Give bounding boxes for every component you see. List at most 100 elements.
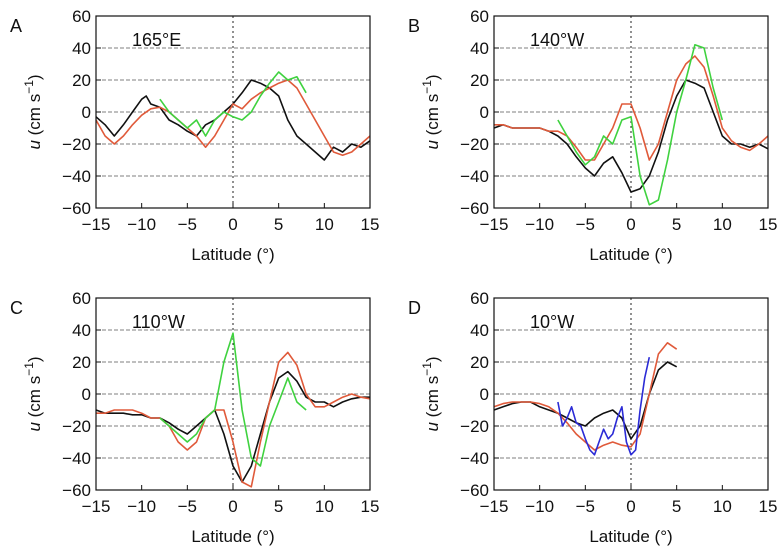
y-tick-label: 40 [470, 39, 489, 58]
panel-letter: C [10, 298, 23, 318]
series-line-2 [95, 79, 371, 156]
y-tick-label: 0 [480, 103, 489, 122]
series-line-3 [159, 71, 307, 137]
x-tick-label: −10 [127, 497, 156, 516]
y-tick-label: 40 [72, 39, 91, 58]
x-tick-label: 5 [672, 215, 681, 234]
y-axis-label-exponent: −1 [22, 362, 36, 376]
x-axis-label: Latitude (°) [589, 245, 672, 264]
x-tick-label: −5 [178, 215, 197, 234]
panel-a: −60 −40 −20 0 20 40 60 −15 −10 −5 0 5 10 15 Latitude (… [10, 7, 379, 264]
y-tick-label: 0 [82, 385, 91, 404]
x-tick-label: −15 [480, 215, 509, 234]
x-tick-label: −10 [127, 215, 156, 234]
x-tick-label: 15 [759, 215, 778, 234]
x-tick-label: 15 [361, 497, 380, 516]
y-axis-label-symbol: u [25, 422, 44, 432]
y-tick-label: 0 [82, 103, 91, 122]
y-tick-label: −20 [460, 135, 489, 154]
series-line-3 [557, 44, 724, 206]
y-axis-label-close: ) [25, 356, 44, 362]
series-line-3 [557, 357, 651, 456]
x-tick-label: 0 [626, 215, 635, 234]
station-label: 140°W [530, 30, 584, 50]
y-axis-label-symbol: u [25, 140, 44, 150]
y-tick-label: −40 [62, 167, 91, 186]
y-axis-label-exponent: −1 [22, 80, 36, 94]
panel-d: −60 −40 −20 0 20 40 60 −15 −10 −5 0 5 10 15 Latitude (… [408, 289, 777, 546]
y-axis-label-exponent: −1 [420, 362, 434, 376]
y-axis-label-units: (cm s [423, 94, 442, 140]
panel-c: −60 −40 −20 0 20 40 60 −15 −10 −5 0 5 10 15 Latitude (… [10, 289, 379, 546]
y-axis-label-symbol: u [423, 422, 442, 432]
x-axis-label: Latitude (°) [589, 527, 672, 546]
y-tick-label: 60 [470, 7, 489, 26]
y-axis-label-units: (cm s [423, 376, 442, 422]
series-line-2 [96, 351, 371, 488]
y-tick-label: 20 [72, 71, 91, 90]
x-tick-label: −10 [525, 215, 554, 234]
panel-letter: A [10, 16, 22, 36]
x-tick-label: 10 [713, 215, 732, 234]
y-tick-label: −40 [62, 449, 91, 468]
x-tick-label: 5 [274, 215, 283, 234]
x-tick-label: 10 [713, 497, 732, 516]
y-tick-label: −20 [460, 417, 489, 436]
y-axis-label-units: (cm s [25, 94, 44, 140]
x-tick-label: −15 [82, 215, 111, 234]
y-tick-label: 40 [470, 321, 489, 340]
x-tick-label: 15 [361, 215, 380, 234]
y-tick-label: −40 [460, 449, 489, 468]
y-tick-label: 40 [72, 321, 91, 340]
y-tick-label: −60 [460, 199, 489, 218]
x-tick-label: −15 [480, 497, 509, 516]
series-line-1 [95, 370, 370, 483]
panel-b: −60 −40 −20 0 20 40 60 −15 −10 −5 0 5 10 15 Latitude (… [408, 7, 777, 264]
x-tick-label: 15 [759, 497, 778, 516]
series-line-1 [95, 79, 371, 161]
x-tick-label: 10 [315, 215, 334, 234]
x-tick-label: 0 [228, 497, 237, 516]
x-axis-label: Latitude (°) [191, 527, 274, 546]
x-tick-label: −5 [576, 497, 595, 516]
series-line-3 [159, 332, 307, 467]
station-label: 165°E [132, 30, 181, 50]
y-tick-label: −60 [62, 199, 91, 218]
y-tick-label: 20 [72, 353, 91, 372]
panel-letter: D [408, 298, 421, 318]
y-axis-label: u (cm s−1) [420, 74, 442, 149]
y-axis-label-units: (cm s [25, 376, 44, 422]
y-tick-label: 60 [72, 289, 91, 308]
y-tick-label: −20 [62, 417, 91, 436]
y-tick-label: −60 [460, 481, 489, 500]
y-tick-label: −60 [62, 481, 91, 500]
station-label: 10°W [530, 312, 574, 332]
y-tick-label: 20 [470, 353, 489, 372]
x-tick-label: −5 [178, 497, 197, 516]
x-tick-label: 0 [228, 215, 237, 234]
y-axis-label-close: ) [423, 356, 442, 362]
x-tick-label: 0 [626, 497, 635, 516]
station-label: 110°W [132, 312, 185, 332]
panel-letter: B [408, 16, 420, 36]
series-line-2 [493, 342, 678, 451]
x-tick-label: −15 [82, 497, 111, 516]
x-axis-label: Latitude (°) [191, 245, 274, 264]
series-line-1 [493, 361, 678, 440]
y-tick-label: −20 [62, 135, 91, 154]
y-axis-label-exponent: −1 [420, 80, 434, 94]
y-tick-label: 60 [470, 289, 489, 308]
y-tick-label: 60 [72, 7, 91, 26]
y-axis-label-close: ) [25, 74, 44, 80]
x-tick-label: 5 [672, 497, 681, 516]
y-axis-label: u (cm s−1) [22, 74, 44, 149]
y-tick-label: −40 [460, 167, 489, 186]
y-tick-label: 20 [470, 71, 489, 90]
series-line-2 [494, 55, 769, 161]
y-axis-label: u (cm s−1) [22, 356, 44, 431]
y-tick-label: 0 [480, 385, 489, 404]
x-tick-label: −10 [525, 497, 554, 516]
y-axis-label-close: ) [423, 74, 442, 80]
y-axis-label: u (cm s−1) [420, 356, 442, 431]
